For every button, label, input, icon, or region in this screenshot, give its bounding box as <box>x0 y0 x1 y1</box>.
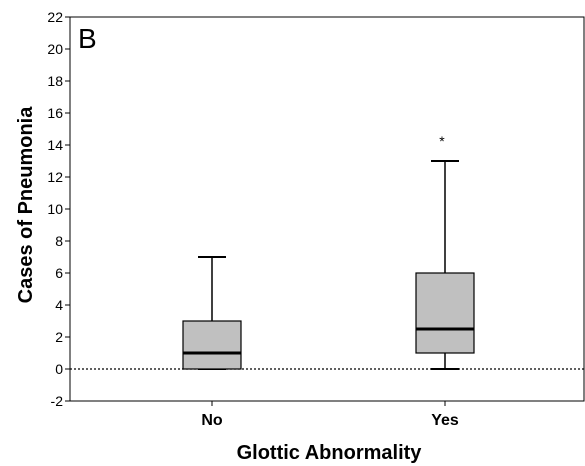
plot-frame <box>69 16 585 402</box>
y-tick-label: 2 <box>55 329 63 345</box>
y-tick-label: 22 <box>47 9 63 25</box>
y-tick-label: 0 <box>55 361 63 377</box>
box-no <box>182 256 242 370</box>
box-yes: * <box>415 133 475 370</box>
y-tick-label: 14 <box>47 137 63 153</box>
y-tick-label: -2 <box>51 393 64 409</box>
y-axis: -2 0 2 4 6 8 10 12 14 16 18 20 22 <box>47 9 70 409</box>
iqr-box <box>415 272 475 354</box>
x-tick-label: Yes <box>431 412 459 429</box>
y-tick-label: 10 <box>47 201 63 217</box>
y-tick-label: 6 <box>55 265 63 281</box>
boxes-group: * <box>182 133 475 370</box>
x-axis-title: Glottic Abnormality <box>237 442 423 464</box>
y-tick-label: 18 <box>47 73 63 89</box>
x-axis: No Yes <box>201 401 459 429</box>
y-tick-label: 20 <box>47 41 63 57</box>
y-tick-label: 8 <box>55 233 63 249</box>
panel-label: B <box>78 23 97 54</box>
y-axis-title: Cases of Pneumonia <box>15 106 37 304</box>
iqr-box <box>182 320 242 370</box>
y-tick-label: 12 <box>47 169 63 185</box>
y-tick-label: 4 <box>55 297 63 313</box>
y-tick-label: 16 <box>47 105 63 121</box>
outlier-marker: * <box>439 133 445 149</box>
x-tick-label: No <box>201 412 223 429</box>
